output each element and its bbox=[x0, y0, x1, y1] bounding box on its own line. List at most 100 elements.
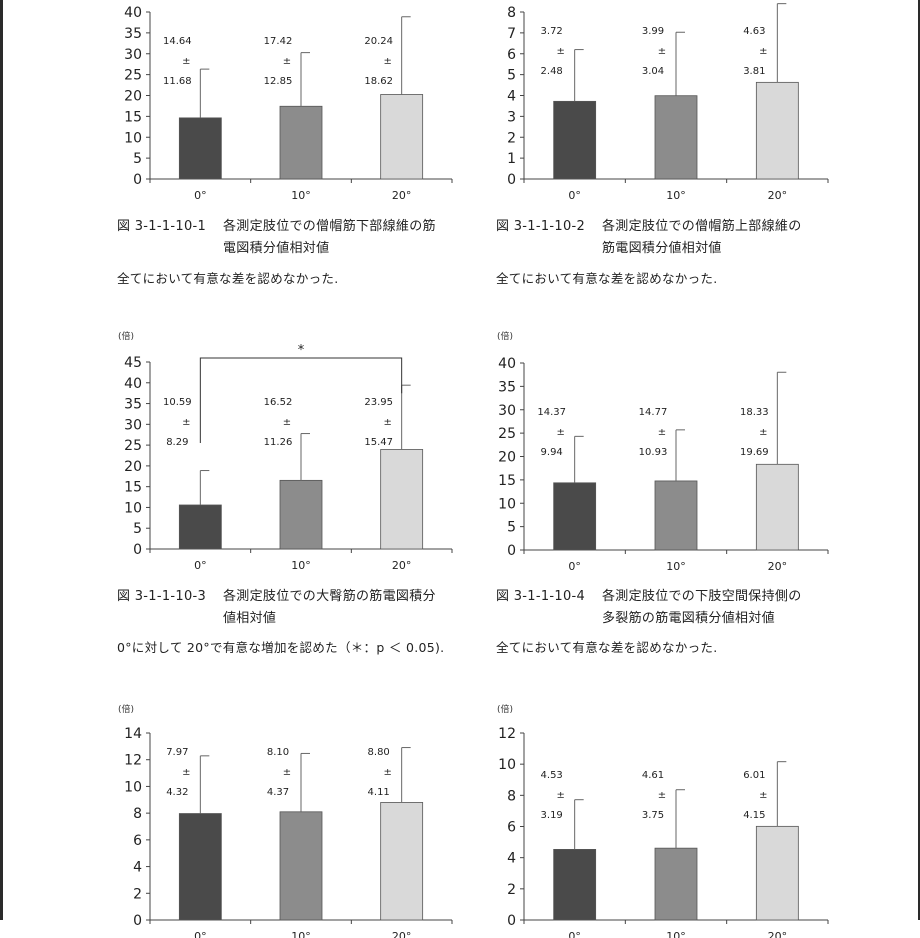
y-tick-label-4: 15 bbox=[498, 473, 516, 489]
y-tick-label-5: 2 bbox=[133, 886, 142, 902]
chart-panel-5: (倍) 0 2 4 6 8 10 12 14 0° 7.97 ±4.32 10° 8.10 ±4.37 20… bbox=[0, 698, 460, 938]
y-tick-label-5: 10 bbox=[124, 779, 142, 795]
bar-4-2 bbox=[654, 480, 698, 551]
data-label-3-3: ± bbox=[383, 417, 391, 428]
figure-number-1: 図 3-1-1-10-1 bbox=[117, 219, 207, 234]
data-label-4-3: 19.69 bbox=[740, 447, 769, 458]
x-tick-label-5: 20° bbox=[392, 930, 412, 938]
y-tick-label-2: 5 bbox=[507, 68, 516, 84]
data-label-1-3: 18.62 bbox=[364, 76, 393, 87]
y-tick-label-1: 30 bbox=[124, 47, 142, 63]
bar-3-2 bbox=[279, 479, 323, 550]
data-label-5-2: 8.10 bbox=[267, 747, 289, 758]
y-tick-label-4: 5 bbox=[507, 520, 516, 536]
bar-2-1 bbox=[553, 100, 597, 180]
y-tick-label-5: 12 bbox=[124, 753, 142, 769]
x-tick-label-3: 20° bbox=[392, 559, 412, 572]
x-tick-label-4: 20° bbox=[768, 560, 788, 573]
y-tick-label-4: 30 bbox=[498, 403, 516, 419]
figure-note-4: 全てにおいて有意な差を認めなかった. bbox=[496, 640, 718, 655]
data-label-4-2: ± bbox=[658, 427, 666, 438]
data-label-4-3: ± bbox=[759, 427, 767, 438]
data-label-6-3: 6.01 bbox=[743, 770, 765, 781]
unit-label-3: (倍) bbox=[118, 332, 135, 342]
y-tick-label-3: 15 bbox=[124, 480, 142, 496]
x-tick-label-3: 0° bbox=[194, 559, 207, 572]
data-label-3-3: 15.47 bbox=[364, 437, 393, 448]
x-tick-label-1: 10° bbox=[291, 189, 311, 202]
bar-6-3 bbox=[755, 825, 799, 921]
x-tick-label-4: 0° bbox=[568, 560, 581, 573]
data-label-1-2: 17.42 bbox=[264, 36, 293, 47]
figure-caption-1: 図 3-1-1-10-1 各測定肢位での僧帽筋下部線維の筋 電図積分値相対値 bbox=[117, 216, 436, 260]
y-tick-label-3: 45 bbox=[124, 355, 142, 371]
data-label-5-2: ± bbox=[283, 767, 291, 778]
unit-label-5: (倍) bbox=[118, 705, 135, 715]
data-label-2-1: 2.48 bbox=[541, 66, 563, 77]
caption-line1-3: 各測定肢位での大臀筋の筋電図積分 bbox=[223, 589, 436, 604]
data-label-5-3: ± bbox=[383, 767, 391, 778]
data-label-5-3: 4.11 bbox=[368, 787, 390, 798]
y-tick-label-3: 35 bbox=[124, 397, 142, 413]
y-tick-label-6: 2 bbox=[507, 882, 516, 898]
significance-marker-3: * bbox=[298, 343, 305, 358]
figure-number-3: 図 3-1-1-10-3 bbox=[117, 589, 207, 604]
data-label-6-2: ± bbox=[658, 790, 666, 801]
caption-line1-2: 各測定肢位での僧帽筋上部線維の bbox=[602, 219, 802, 234]
bar-4-3 bbox=[755, 463, 799, 551]
chart-2: 0 1 2 3 4 5 6 7 8 0° 3.72 ±2.48 10° 3.99 ±3.04 20° 4.63 ±… bbox=[507, 3, 829, 202]
x-tick-label-2: 20° bbox=[768, 189, 788, 202]
significance-bracket-3 bbox=[199, 357, 403, 443]
x-tick-label-2: 0° bbox=[568, 189, 581, 202]
y-tick-label-3: 5 bbox=[133, 521, 142, 537]
y-tick-label-1: 20 bbox=[124, 89, 142, 105]
chart-panel-4: (倍) 0 5 10 15 20 25 30 35 40 0° 14.37 ±9.94 10° 14.77… bbox=[460, 325, 920, 665]
data-label-3-1: 8.29 bbox=[166, 437, 188, 448]
x-tick-label-3: 10° bbox=[291, 559, 311, 572]
data-label-5-1: 7.97 bbox=[166, 747, 188, 758]
y-tick-label-4: 10 bbox=[498, 496, 516, 512]
y-tick-label-1: 10 bbox=[124, 130, 142, 146]
figure-number-4: 図 3-1-1-10-4 bbox=[496, 589, 586, 604]
caption-line2-4: 多裂筋の筋電図積分値相対値 bbox=[602, 611, 775, 626]
data-label-2-3: ± bbox=[759, 46, 767, 57]
x-tick-label-5: 0° bbox=[194, 930, 207, 938]
figure-caption-2: 図 3-1-1-10-2 各測定肢位での僧帽筋上部線維の 筋電図積分値相対値 bbox=[496, 216, 802, 260]
y-tick-label-5: 4 bbox=[133, 860, 142, 876]
data-label-4-1: 9.94 bbox=[541, 447, 563, 458]
caption-line2-2: 筋電図積分値相対値 bbox=[602, 241, 722, 256]
x-tick-label-4: 10° bbox=[666, 560, 686, 573]
y-tick-label-4: 25 bbox=[498, 426, 516, 442]
x-tick-label-1: 20° bbox=[392, 189, 412, 202]
y-tick-label-3: 25 bbox=[124, 438, 142, 454]
data-label-3-1: 10.59 bbox=[163, 397, 192, 408]
data-label-3-2: 11.26 bbox=[264, 437, 293, 448]
y-tick-label-5: 8 bbox=[133, 806, 142, 822]
y-tick-label-6: 12 bbox=[498, 726, 516, 742]
y-tick-label-2: 8 bbox=[507, 5, 516, 21]
caption-line2-3: 値相対値 bbox=[223, 611, 277, 626]
bar-5-1 bbox=[178, 813, 222, 921]
data-label-3-2: ± bbox=[283, 417, 291, 428]
y-tick-label-4: 20 bbox=[498, 450, 516, 466]
chart-4: 0 5 10 15 20 25 30 35 40 0° 14.37 ±9.94 10° 14.77 ±10.… bbox=[498, 356, 829, 573]
y-tick-label-1: 25 bbox=[124, 68, 142, 84]
data-label-2-3: 3.81 bbox=[743, 66, 765, 77]
bar-1-2 bbox=[279, 105, 323, 180]
data-label-3-3: 23.95 bbox=[364, 397, 393, 408]
bar-4-1 bbox=[553, 482, 597, 551]
y-tick-label-1: 40 bbox=[124, 5, 142, 21]
y-tick-label-4: 40 bbox=[498, 356, 516, 372]
y-tick-label-1: 15 bbox=[124, 109, 142, 125]
figure-note-1: 全てにおいて有意な差を認めなかった. bbox=[117, 271, 339, 286]
y-tick-label-3: 30 bbox=[124, 417, 142, 433]
x-tick-label-5: 10° bbox=[291, 930, 311, 938]
data-label-1-1: 11.68 bbox=[163, 76, 192, 87]
bar-5-3 bbox=[380, 802, 424, 921]
figure-note-3: 0°に対して 20°で有意な増加を認めた（＊：p ＜ 0.05). bbox=[117, 640, 445, 655]
y-tick-label-3: 0 bbox=[133, 542, 142, 558]
data-label-5-1: 4.32 bbox=[166, 787, 188, 798]
y-tick-label-5: 6 bbox=[133, 833, 142, 849]
bar-1-1 bbox=[178, 117, 222, 180]
chart-6: 0 2 4 6 8 10 12 0° 4.53 ±3.19 10° 4.61 ±3.75 20° 6.01 ±… bbox=[498, 726, 829, 938]
